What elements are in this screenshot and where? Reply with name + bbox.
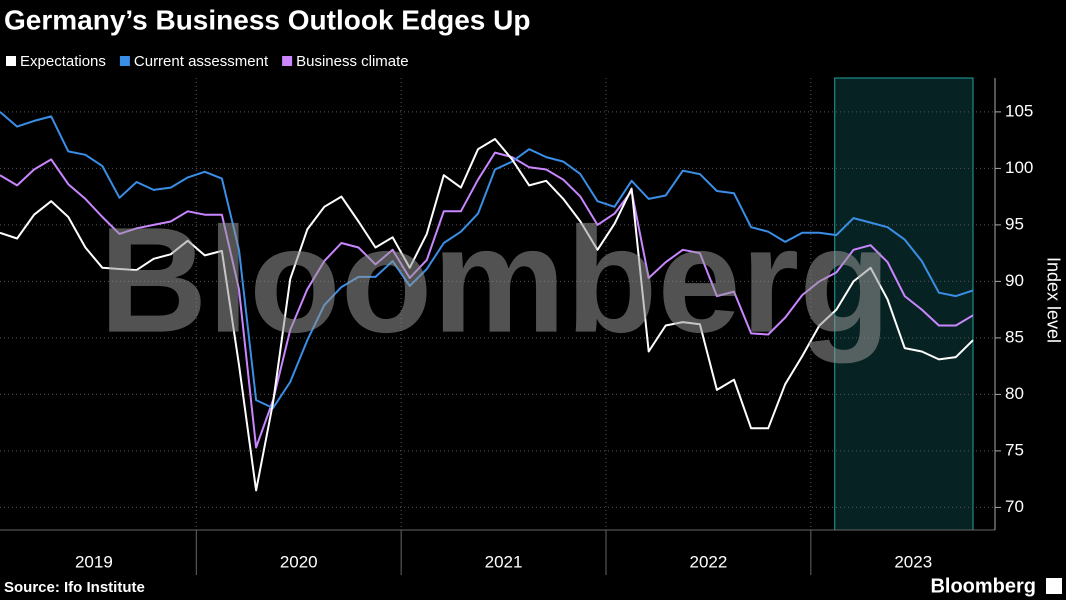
y-tick-label: 95	[1005, 214, 1024, 233]
legend-label: Business climate	[296, 53, 409, 70]
legend-swatch	[282, 56, 293, 66]
highlight-band	[834, 77, 974, 531]
x-tick-label: 2021	[485, 552, 523, 571]
y-tick-label: 80	[1005, 384, 1024, 403]
source: Source: Ifo Institute	[4, 579, 145, 596]
legend-label: Expectations	[20, 53, 106, 70]
y-tick-label: 105	[1005, 101, 1033, 120]
chart-title: Germany’s Business Outlook Edges Up	[4, 4, 530, 35]
watermark: Bloomberg	[99, 196, 891, 364]
legend-swatch	[6, 56, 16, 66]
x-tick-label: 2020	[280, 552, 318, 571]
x-tick-label: 2022	[689, 552, 727, 571]
series-line	[0, 138, 974, 492]
series-line	[0, 111, 974, 409]
x-tick-label: 2019	[75, 552, 113, 571]
y-axis-label: Index level	[1043, 257, 1063, 343]
y-tick-label: 100	[1005, 158, 1033, 177]
legend-swatch	[119, 56, 130, 66]
y-tick-label: 70	[1005, 497, 1024, 516]
series-line	[0, 151, 974, 449]
y-tick-label: 75	[1005, 440, 1024, 459]
y-tick-label: 85	[1005, 327, 1024, 346]
legend-label: Current assessment	[134, 53, 269, 70]
x-tick-label: 2023	[894, 552, 932, 571]
y-tick-label: 90	[1005, 271, 1024, 290]
brand-icon	[1046, 578, 1062, 594]
branding: Bloomberg	[930, 575, 1036, 597]
